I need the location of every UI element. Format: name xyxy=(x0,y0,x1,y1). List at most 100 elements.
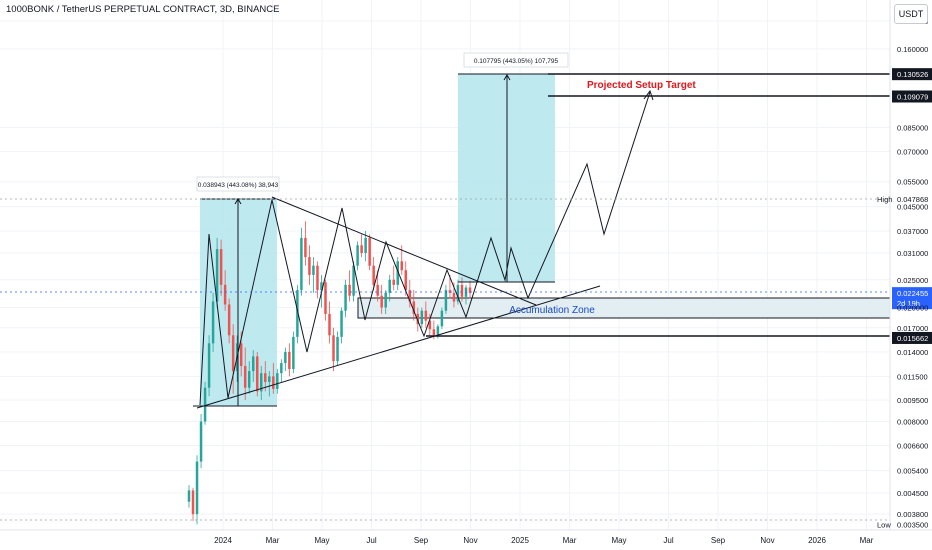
y-tick-label: 0.015662 xyxy=(897,334,928,343)
candle-body xyxy=(187,490,191,502)
y-tick-label: 0.009500 xyxy=(897,396,928,405)
grid xyxy=(0,0,890,530)
zigzag-history xyxy=(199,91,651,406)
candle-body xyxy=(468,287,472,293)
candle-body xyxy=(207,343,211,388)
y-tick-label: 0.037000 xyxy=(897,227,928,236)
y-tick-label: 0.003800 xyxy=(897,510,928,519)
candle-body xyxy=(352,265,355,296)
candle-body xyxy=(276,373,279,389)
candle-body xyxy=(444,290,448,311)
x-tick-label: Mar xyxy=(266,536,280,545)
candle-body xyxy=(215,249,219,302)
candle-body xyxy=(344,284,347,311)
target-arrowhead xyxy=(643,89,654,101)
candle-body xyxy=(376,284,379,296)
chart-title: 1000BONK / TetherUS PERPETUAL CONTRACT, … xyxy=(6,4,280,15)
side-label: High xyxy=(877,195,892,204)
candle-body xyxy=(460,284,464,297)
y-tick-label: 0.109079 xyxy=(897,92,928,101)
candle-body xyxy=(203,387,207,422)
triangle-lower-line xyxy=(196,285,601,409)
y-tick-label: 0.003500 xyxy=(897,520,928,529)
candle-body xyxy=(456,284,460,302)
candle-body xyxy=(320,282,323,291)
x-tick-label: Mar xyxy=(563,536,577,545)
price-level-badge xyxy=(892,331,932,344)
candle-body xyxy=(424,310,428,321)
candle-body xyxy=(260,373,263,392)
y-tick-label: 0.045000 xyxy=(897,203,928,212)
candle-body xyxy=(400,261,404,271)
candle-body xyxy=(264,373,267,382)
y-tick-label: 0.020000 xyxy=(897,304,928,313)
measure-right-label: 0.107795 (443.05%) 107,795 xyxy=(474,58,559,65)
candle-body xyxy=(223,284,227,305)
time-axis[interactable] xyxy=(0,530,890,550)
candle-body xyxy=(308,257,311,275)
candle-body xyxy=(404,270,408,291)
candle-body xyxy=(300,237,303,291)
candle-body xyxy=(199,421,203,462)
side-label: Low xyxy=(877,520,891,529)
candle-body xyxy=(428,320,432,330)
x-tick-label: 2026 xyxy=(808,536,826,545)
x-tick-label: May xyxy=(611,536,626,545)
y-tick-label: 0.055000 xyxy=(897,178,928,187)
measure-right-arrowhead xyxy=(503,74,511,81)
measure-right-label-bg xyxy=(463,52,569,68)
currency-button[interactable]: USDT xyxy=(894,4,928,24)
candle-body xyxy=(420,310,424,325)
candle-body xyxy=(440,310,444,327)
candle-body xyxy=(452,292,456,302)
y-tick-label: 0.022455 xyxy=(897,289,928,298)
candle-body xyxy=(384,292,387,308)
candle-body xyxy=(328,313,331,336)
candle-body xyxy=(211,301,215,344)
candle-body xyxy=(364,237,367,254)
x-tick-label: Nov xyxy=(760,536,774,545)
measure-left-arrowhead xyxy=(234,198,242,205)
candle-body xyxy=(388,279,391,293)
price-axis[interactable] xyxy=(890,0,932,530)
y-tick-label: 0.011500 xyxy=(897,372,928,381)
candle-body xyxy=(368,237,371,266)
x-tick-label: Sep xyxy=(711,536,726,545)
y-tick-label: 0.005400 xyxy=(897,466,928,475)
triangle-upper-line xyxy=(271,196,537,306)
y-tick-label: 0.031000 xyxy=(897,249,928,258)
candle-body xyxy=(340,310,343,337)
y-tick-label: 0.085000 xyxy=(897,124,928,133)
y-tick-label: 0.004500 xyxy=(897,489,928,498)
countdown-label: 2d 19h xyxy=(897,299,920,308)
accumulation-zone-label: Accumulation Zone xyxy=(509,305,595,316)
candles xyxy=(187,221,472,525)
x-tick-label: Sep xyxy=(414,536,429,545)
current-price-badge xyxy=(892,287,932,310)
x-tick-label: May xyxy=(314,536,329,545)
candle-body xyxy=(280,363,283,374)
candle-body xyxy=(304,237,307,258)
candle-body xyxy=(324,282,327,314)
candle-body xyxy=(392,279,395,285)
candle-body xyxy=(268,376,271,382)
projected-target-label: Projected Setup Target xyxy=(587,80,696,91)
candle-body xyxy=(336,336,339,362)
candle-body xyxy=(380,295,383,308)
candle-body xyxy=(284,351,287,364)
candle-body xyxy=(448,290,452,293)
y-tick-label: 0.130526 xyxy=(897,70,928,79)
x-tick-label: Jul xyxy=(663,536,673,545)
y-tick-label: 0.070000 xyxy=(897,148,928,157)
y-tick-label: 0.008000 xyxy=(897,418,928,427)
x-tick-label: 2025 xyxy=(511,536,529,545)
candle-body xyxy=(360,245,363,254)
y-tick-label: 0.006600 xyxy=(897,441,928,450)
candle-body xyxy=(412,301,416,314)
x-tick-label: Jul xyxy=(366,536,376,545)
candle-body xyxy=(288,351,291,370)
candle-body xyxy=(292,336,295,370)
candle-body xyxy=(239,343,243,367)
candle-body xyxy=(227,304,231,336)
